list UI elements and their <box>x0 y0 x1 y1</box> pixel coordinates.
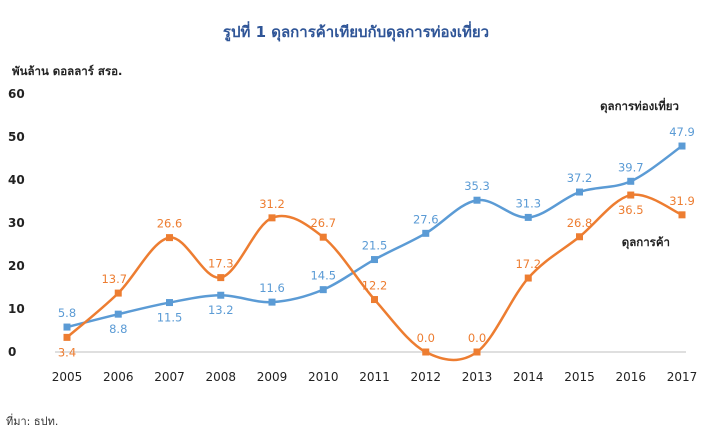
x-tick-label: 2006 <box>103 370 134 384</box>
data-label: 13.7 <box>101 272 127 286</box>
data-point <box>422 348 430 356</box>
data-point <box>422 229 430 237</box>
y-tick-label: 20 <box>8 259 25 273</box>
data-point <box>114 310 122 318</box>
data-label: 27.6 <box>413 212 439 226</box>
x-tick-label: 2010 <box>308 370 339 384</box>
data-point <box>524 213 532 221</box>
data-label: 11.6 <box>259 281 285 295</box>
data-point <box>576 188 583 196</box>
source-note: ที่มา: ธปท. <box>6 415 59 428</box>
data-label: 13.2 <box>208 303 234 317</box>
data-point <box>268 214 276 222</box>
x-tick-label: 2007 <box>154 370 185 384</box>
y-tick-label: 10 <box>8 302 25 316</box>
data-label: 12.2 <box>362 279 388 293</box>
data-label: 0.0 <box>417 331 435 345</box>
y-tick-label: 30 <box>8 216 25 230</box>
series-name-label: ดุลการท่องเที่ยว <box>600 97 679 114</box>
data-label: 0.0 <box>468 331 486 345</box>
data-point <box>166 299 173 307</box>
data-point <box>319 233 327 241</box>
x-tick-label: 2017 <box>667 370 698 384</box>
data-label: 37.2 <box>567 171 593 185</box>
y-axis-unit-label: พันล้าน ดอลลาร์ สรอ. <box>12 64 123 78</box>
y-tick-label: 40 <box>8 173 25 187</box>
series-name-labels: ดุลการท่องเที่ยวดุลการค้า <box>600 97 679 250</box>
data-point <box>319 286 327 294</box>
data-point <box>268 298 276 306</box>
data-label: 31.3 <box>515 196 541 210</box>
data-point <box>371 296 378 304</box>
series-markers <box>63 142 686 356</box>
data-point <box>63 323 71 331</box>
data-point <box>371 256 378 264</box>
x-tick-label: 2005 <box>52 370 83 384</box>
data-point <box>63 333 71 341</box>
data-point <box>473 196 481 204</box>
data-label: 31.2 <box>259 197 285 211</box>
data-label: 35.3 <box>464 179 490 193</box>
data-label: 47.9 <box>669 125 695 139</box>
data-point <box>217 291 225 299</box>
x-tick-label: 2014 <box>513 370 544 384</box>
data-label: 5.8 <box>58 306 76 320</box>
data-label: 36.5 <box>618 203 644 217</box>
data-label: 17.2 <box>515 257 541 271</box>
x-tick-label: 2009 <box>257 370 288 384</box>
data-point <box>627 191 635 199</box>
x-tick-label: 2008 <box>205 370 236 384</box>
data-point <box>524 274 532 282</box>
data-label: 8.8 <box>109 322 127 336</box>
data-labels: 5.8 8.8 11.5 13.2 11.6 14.5 21.5 27.6 35.3 31.3 37… <box>58 125 695 359</box>
data-label: 21.5 <box>362 239 388 253</box>
x-tick-label: 2013 <box>462 370 493 384</box>
data-label: 3.4 <box>58 345 76 359</box>
data-label: 39.7 <box>618 160 644 174</box>
chart-title: รูปที่ 1 ดุลการค้าเทียบกับดุลการท่องเที่… <box>222 23 490 41</box>
data-label: 14.5 <box>310 269 336 283</box>
data-point <box>678 142 686 150</box>
tick-labels: 0 10 20 30 40 50 60 2005 2006 2007 2008 2009 2010 201… <box>8 87 697 384</box>
data-label: 26.6 <box>157 217 183 231</box>
data-label: 31.9 <box>669 194 695 208</box>
y-tick-label: 60 <box>8 87 25 101</box>
data-point <box>627 177 635 185</box>
data-point <box>166 234 173 242</box>
data-label: 11.5 <box>157 311 183 325</box>
data-point <box>678 211 686 219</box>
x-tick-label: 2016 <box>615 370 646 384</box>
data-point <box>576 233 583 241</box>
series-name-label: ดุลการค้า <box>622 235 670 250</box>
x-tick-label: 2015 <box>564 370 595 384</box>
x-tick-label: 2011 <box>359 370 390 384</box>
data-point <box>217 274 225 282</box>
data-label: 17.3 <box>208 257 234 271</box>
data-label: 26.8 <box>567 216 593 230</box>
y-tick-label: 0 <box>8 345 16 359</box>
y-tick-label: 50 <box>8 130 25 144</box>
data-label: 26.7 <box>310 216 336 230</box>
x-tick-label: 2012 <box>410 370 441 384</box>
data-point <box>473 348 481 356</box>
data-point <box>114 289 122 297</box>
